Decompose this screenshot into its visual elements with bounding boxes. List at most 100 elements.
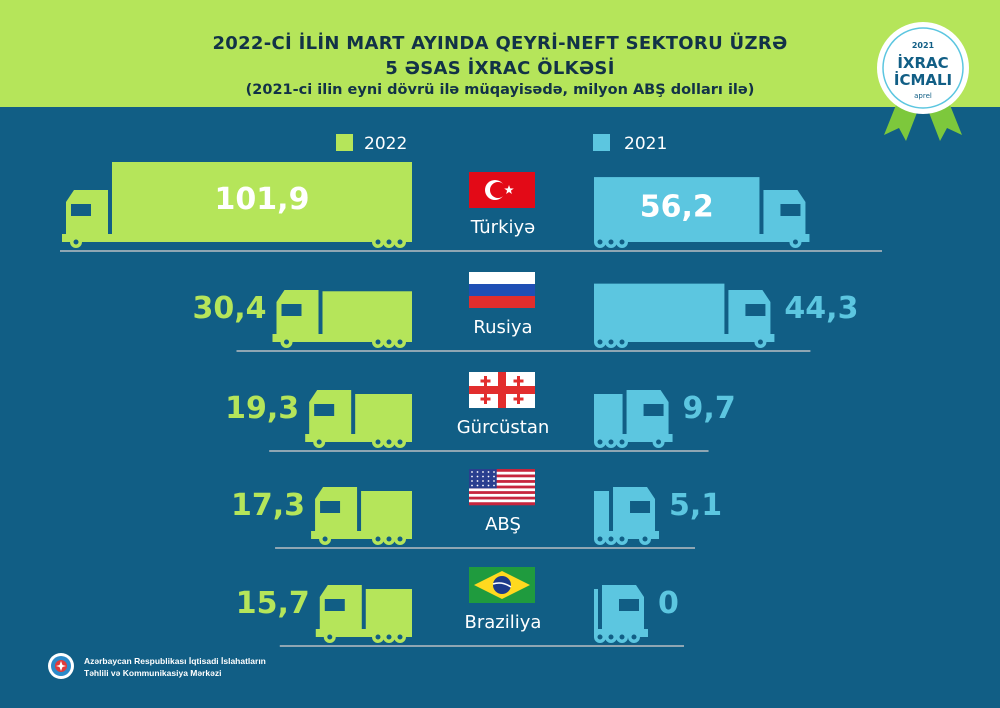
wheel-hub-icon — [631, 634, 637, 640]
flag-turkey-icon — [469, 172, 535, 208]
chart-title-line-2: 5 ƏSAS İXRAC ÖLKƏSİ — [385, 58, 615, 79]
bar-2022 — [355, 394, 412, 434]
data-label-2022: 17,3 — [231, 488, 305, 523]
wheel-hub-icon — [397, 536, 403, 542]
truck-trailer-base-icon — [315, 629, 412, 637]
truck-window-icon — [630, 501, 651, 513]
flag-brazil-icon — [469, 567, 535, 603]
bar-2021 — [594, 177, 760, 234]
truck-trailer-base-icon — [305, 434, 412, 442]
truck-trailer-base-icon — [594, 434, 673, 442]
wheel-hub-icon — [397, 239, 403, 245]
data-label-2022: 15,7 — [236, 586, 310, 621]
legend-swatch-2022 — [336, 134, 353, 151]
wheel-hub-icon — [327, 634, 333, 640]
wheel-hub-icon — [642, 536, 648, 542]
wheel-hub-icon — [386, 239, 392, 245]
truck-window-icon — [619, 599, 639, 611]
wheel-hub-icon — [597, 439, 603, 445]
wheel-hub-icon — [73, 239, 79, 245]
wheel-hub-icon — [386, 634, 392, 640]
chart-row: 30,4 44,3 Rusiya — [192, 272, 858, 352]
truck-window-icon — [780, 204, 801, 216]
truck-trailer-base-icon — [272, 334, 412, 342]
wheel-hub-icon — [608, 439, 614, 445]
truck-trailer-base-icon — [594, 234, 810, 242]
truck-trailer-base-icon — [311, 531, 412, 539]
bar-2022 — [361, 491, 412, 531]
wheel-hub-icon — [619, 339, 625, 345]
truck-trailer-base-icon — [594, 334, 775, 342]
footer-line-1: Azərbaycan Respublikası İqtisadi İslahat… — [84, 656, 266, 666]
wheel-hub-icon — [397, 439, 403, 445]
truck-window-icon — [324, 599, 345, 611]
flag-usa-icon — [469, 469, 535, 506]
truck-window-icon — [314, 404, 335, 416]
wheel-hub-icon — [608, 339, 614, 345]
truck-window-icon — [71, 204, 91, 216]
flag-georgia-icon — [469, 372, 535, 408]
wheel-hub-icon — [619, 634, 625, 640]
wheel-hub-icon — [322, 536, 328, 542]
bar-2021 — [594, 491, 610, 531]
country-label: ABŞ — [485, 514, 521, 535]
wheel-hub-icon — [597, 239, 603, 245]
truck-trailer-base-icon — [62, 234, 412, 242]
wheel-hub-icon — [316, 439, 322, 445]
wheel-hub-icon — [656, 439, 662, 445]
wheel-hub-icon — [792, 239, 798, 245]
bar-2022 — [322, 291, 412, 334]
wheel-hub-icon — [397, 339, 403, 345]
data-label-2021: 0 — [658, 586, 679, 621]
wheel-hub-icon — [619, 439, 625, 445]
wheel-hub-icon — [597, 339, 603, 345]
truck-window-icon — [745, 304, 766, 316]
truck-window-icon — [281, 304, 302, 316]
flag-russia-icon — [469, 272, 535, 308]
header-banner: 2022-Cİ İLİN MART AYINDA QEYRİ-NEFT SEKT… — [0, 0, 1000, 107]
chart-subtitle: (2021-ci ilin eyni dövrü ilə müqayisədə,… — [245, 82, 755, 98]
wheel-hub-icon — [608, 634, 614, 640]
wheel-hub-icon — [375, 536, 381, 542]
wheel-hub-icon — [597, 536, 603, 542]
chart-row: 17,3 5,1 ABŞ — [231, 469, 722, 549]
data-label-2022: 101,9 — [215, 182, 310, 217]
footer-line-2: Təhlili və Kommunikasiya Mərkəzi — [84, 668, 222, 678]
wheel-hub-icon — [284, 339, 290, 345]
data-label-2021: 5,1 — [669, 488, 722, 523]
data-label-2021: 44,3 — [784, 291, 858, 326]
chart-row: 19,3 9,7 Gürcüstan — [225, 372, 736, 452]
chart-row: 101,9 56,2 Türkiyə — [60, 162, 882, 252]
wheel-hub-icon — [597, 634, 603, 640]
data-label-2022: 30,4 — [192, 291, 266, 326]
wheel-hub-icon — [375, 439, 381, 445]
truck-trailer-base-icon — [594, 531, 660, 539]
wheel-hub-icon — [608, 239, 614, 245]
wheel-hub-icon — [386, 339, 392, 345]
wheel-hub-icon — [386, 439, 392, 445]
bar-2021 — [594, 589, 598, 629]
wheel-hub-icon — [619, 239, 625, 245]
legend-label-2022: 2022 — [364, 134, 407, 154]
country-label: Gürcüstan — [457, 417, 550, 438]
wheel-hub-icon — [375, 339, 381, 345]
chart-title-line-1: 2022-Cİ İLİN MART AYINDA QEYRİ-NEFT SEKT… — [212, 33, 788, 54]
chart-row: 15,7 0 Braziliya — [236, 567, 684, 647]
country-label: Rusiya — [473, 317, 532, 338]
wheel-hub-icon — [619, 536, 625, 542]
country-label: Braziliya — [465, 612, 542, 633]
bar-2022 — [112, 162, 412, 234]
bar-2021 — [594, 283, 725, 334]
truck-window-icon — [643, 404, 664, 416]
wheel-hub-icon — [375, 239, 381, 245]
country-label: Türkiyə — [470, 217, 536, 238]
bar-2021 — [594, 394, 623, 434]
wheel-hub-icon — [386, 536, 392, 542]
wheel-hub-icon — [757, 339, 763, 345]
legend-label-2021: 2021 — [624, 134, 667, 154]
bar-2022 — [365, 589, 412, 629]
truck-window-icon — [320, 501, 341, 513]
data-label-2021: 56,2 — [640, 190, 714, 225]
legend-swatch-2021 — [593, 134, 610, 151]
